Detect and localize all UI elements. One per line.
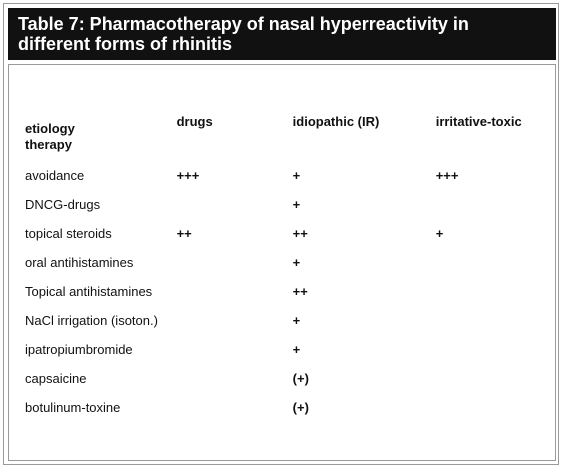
empty-cell	[177, 366, 293, 395]
table-row: NaCl irrigation (isoton.) +	[25, 308, 555, 337]
rating-cell: +	[292, 197, 301, 212]
corner-label: etiology	[25, 121, 75, 136]
table-row: oral antihistamines +	[25, 250, 555, 279]
rating-cell: (+)	[292, 400, 309, 415]
corner-cell: etiology therapy	[25, 109, 177, 163]
rating-cell: +	[292, 342, 301, 357]
empty-cell	[177, 308, 293, 337]
empty-cell	[177, 279, 293, 308]
rating-cell: +++	[176, 168, 200, 183]
corner-label: therapy	[25, 137, 72, 152]
empty-cell	[436, 337, 555, 366]
empty-cell	[177, 395, 293, 424]
row-label: topical steroids	[25, 226, 112, 241]
column-header: idiopathic (IR)	[292, 114, 380, 129]
empty-cell	[436, 308, 555, 337]
empty-cell	[177, 250, 293, 279]
empty-cell	[436, 250, 555, 279]
table-row: botulinum-toxine (+)	[25, 395, 555, 424]
rating-cell: ++	[292, 226, 308, 241]
rating-cell: +	[292, 255, 301, 270]
row-label: capsaicine	[25, 371, 87, 386]
table-row: DNCG-drugs +	[25, 192, 555, 221]
table-row: capsaicine (+)	[25, 366, 555, 395]
empty-cell	[436, 279, 555, 308]
title-bar: Table 7: Pharmacotherapy of nasal hyperr…	[8, 8, 556, 60]
row-label: oral antihistamines	[25, 255, 134, 270]
header-row: etiology therapy drugs idiopathic (IR) irrit…	[25, 109, 555, 163]
table-row: Topical antihistamines ++	[25, 279, 555, 308]
row-label: NaCl irrigation (isoton.)	[25, 313, 158, 328]
table-row: topical steroids ++ ++ +	[25, 221, 555, 250]
table: etiology therapy drugs idiopathic (IR) irrit…	[25, 109, 555, 424]
rating-cell: +	[435, 226, 444, 241]
row-label: botulinum-toxine	[25, 400, 121, 415]
table-title: Table 7: Pharmacotherapy of nasal hyperr…	[18, 14, 469, 54]
table-frame: etiology therapy drugs idiopathic (IR) irrit…	[8, 64, 556, 461]
rating-cell: +++	[435, 168, 459, 183]
rating-cell: ++	[292, 284, 308, 299]
empty-cell	[436, 395, 555, 424]
empty-cell	[177, 337, 293, 366]
row-label: DNCG-drugs	[25, 197, 101, 212]
row-label: avoidance	[25, 168, 85, 183]
outer-frame	[3, 3, 559, 465]
empty-cell	[177, 192, 293, 221]
column-header: irritative-toxic	[435, 114, 522, 129]
empty-cell	[436, 192, 555, 221]
row-label: Topical antihistamines	[25, 284, 153, 299]
column-header: drugs	[176, 114, 213, 129]
table-row: ipatropiumbromide +	[25, 337, 555, 366]
table-row: avoidance +++ + +++	[25, 163, 555, 192]
table-body: etiology therapy drugs idiopathic (IR) irrit…	[25, 109, 555, 424]
empty-cell	[436, 366, 555, 395]
rating-cell: +	[292, 313, 301, 328]
rating-cell: ++	[176, 226, 192, 241]
rating-cell: +	[292, 168, 301, 183]
rating-cell: (+)	[292, 371, 309, 386]
row-label: ipatropiumbromide	[25, 342, 133, 357]
